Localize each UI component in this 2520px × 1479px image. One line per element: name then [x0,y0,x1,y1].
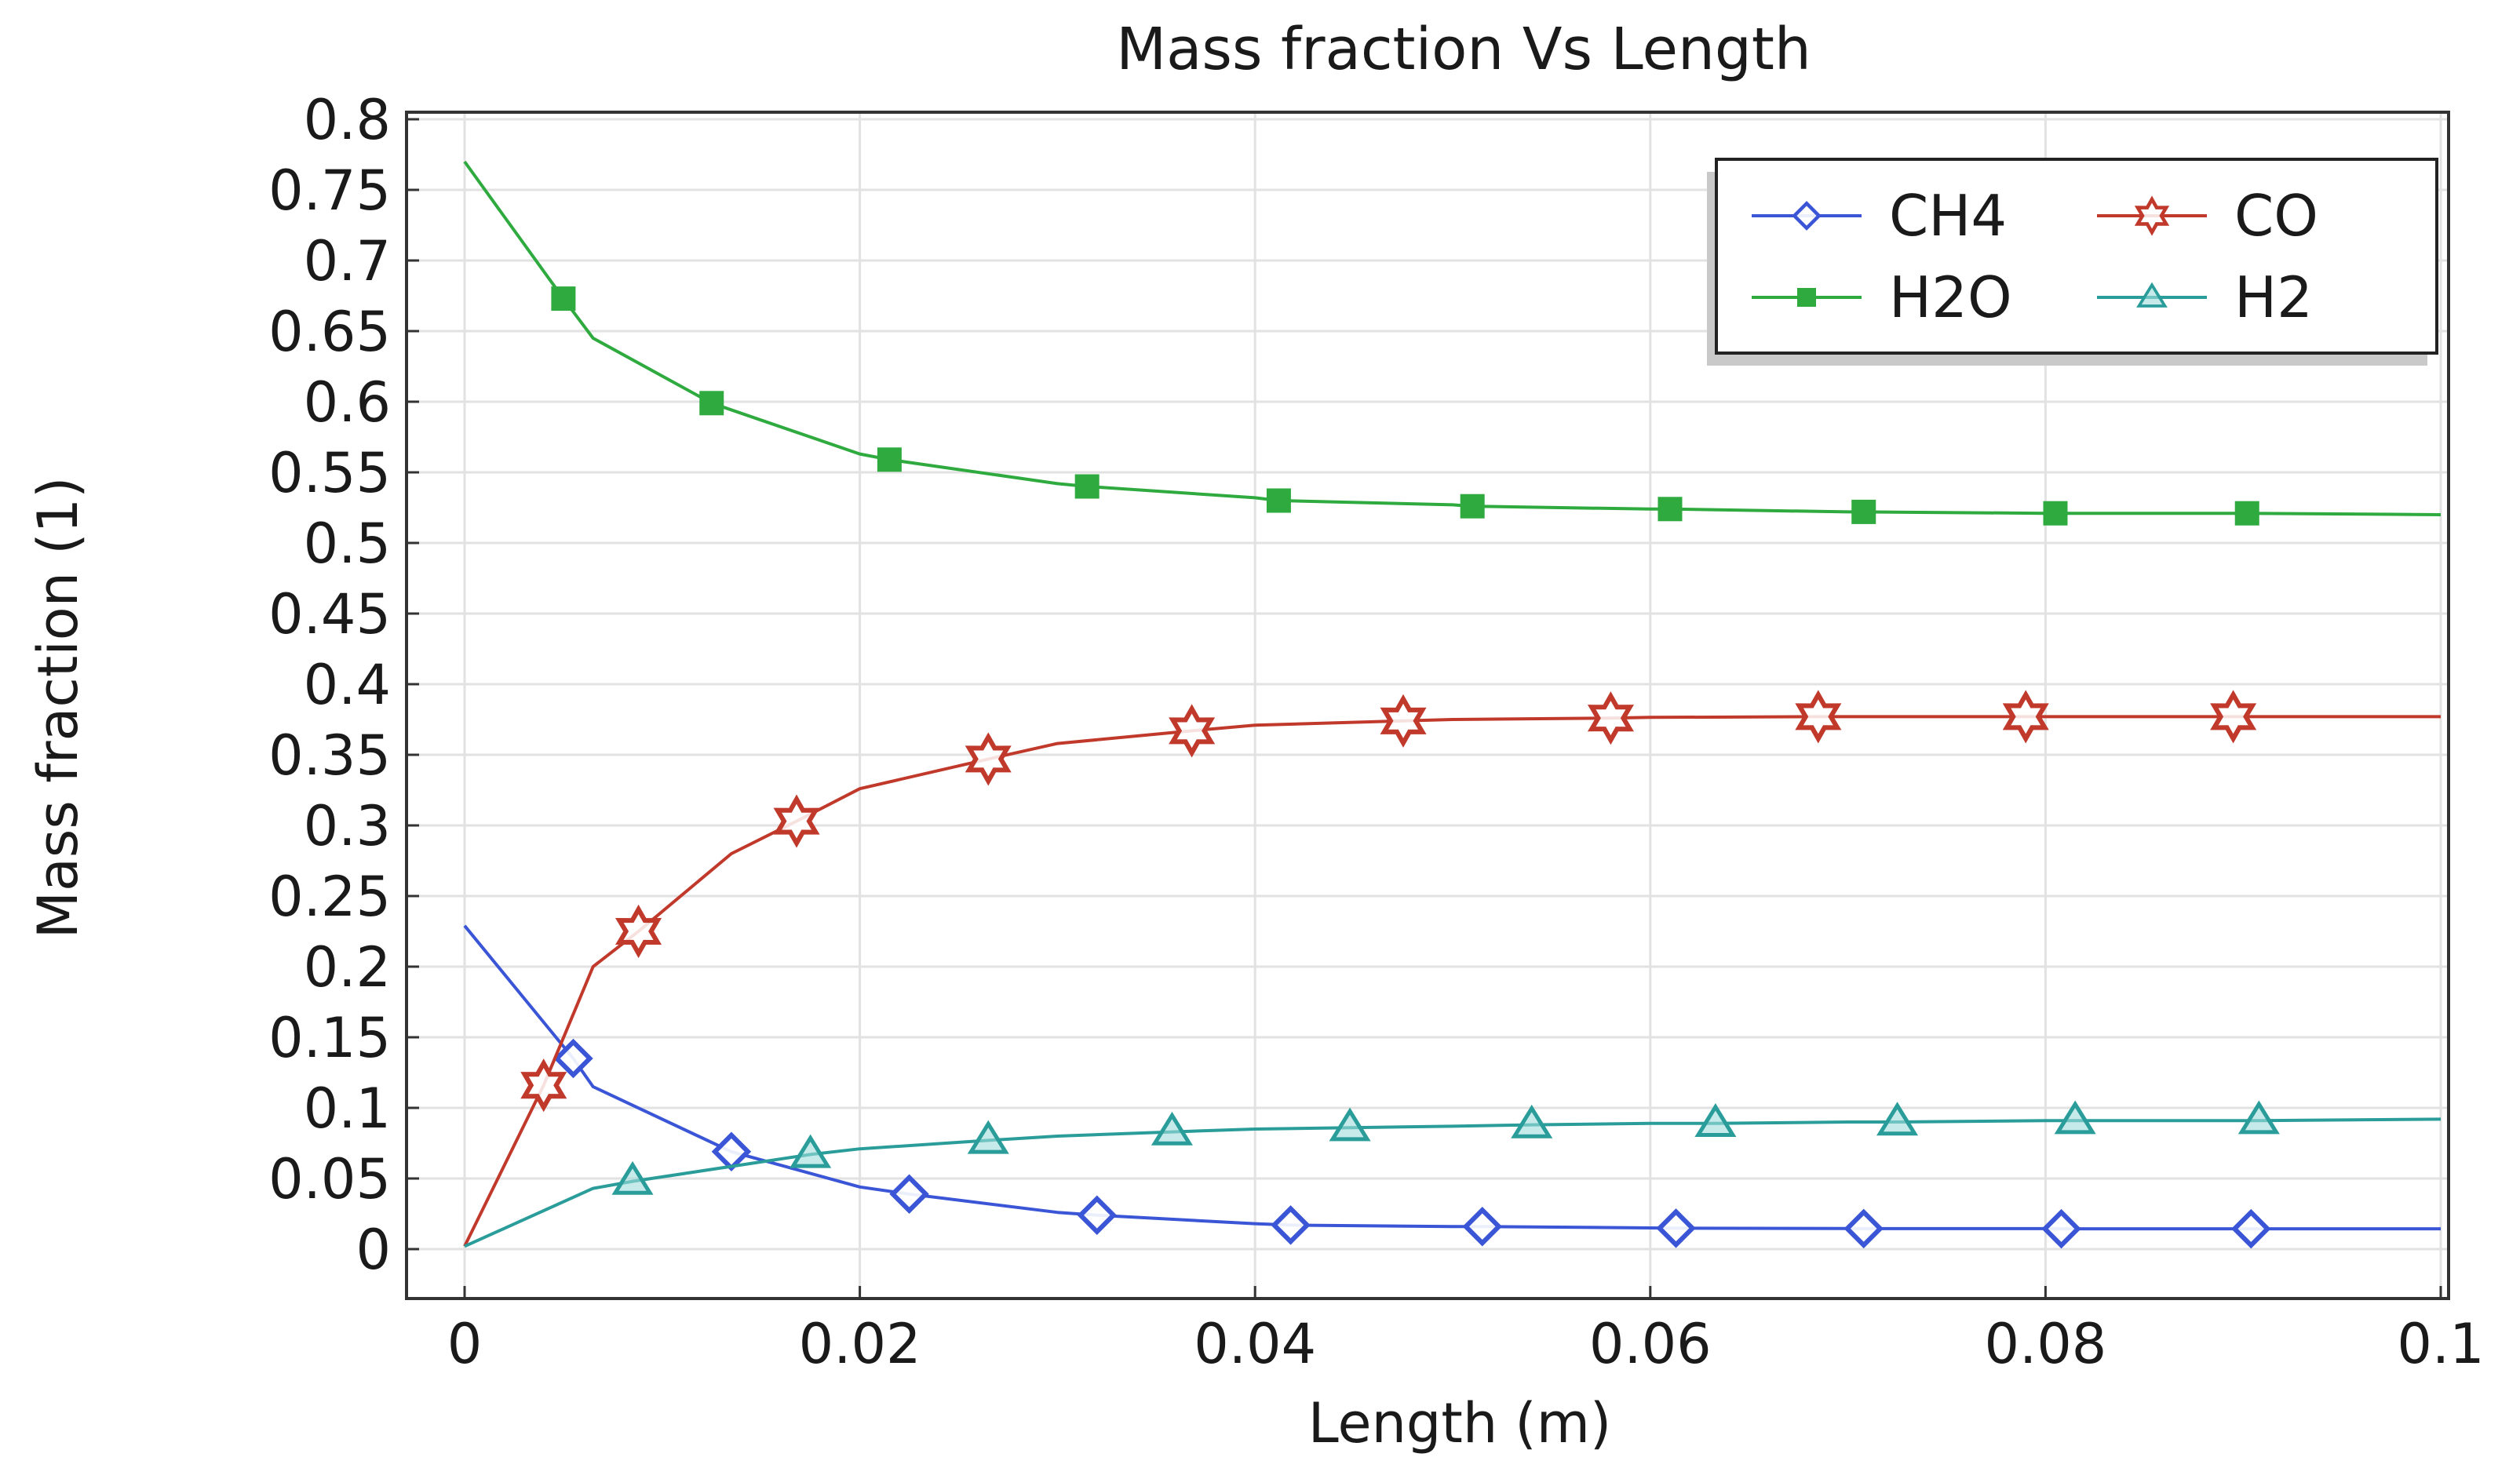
data-point-ch4 [553,1038,593,1079]
legend-entry-h2: H2 [2097,264,2313,330]
data-point-h2o [551,286,576,311]
x-tick-label: 0.08 [1984,1312,2106,1376]
data-point-co [1380,694,1427,748]
x-tick-label: 0.1 [2397,1312,2484,1376]
legend-label: H2 [2234,264,2313,330]
data-point-h2o [1658,497,1683,522]
data-point-co [520,1058,567,1113]
legend-marker-ch4 [1792,201,1822,231]
y-tick-label: 0.25 [268,865,391,929]
y-tick-label: 0.7 [304,229,391,293]
data-point-h2 [1151,1111,1193,1146]
x-tick-label: 0 [447,1312,483,1376]
y-tick-label: 0.2 [304,935,391,1000]
data-point-h2o [1074,474,1100,499]
legend-marker-h2o [1797,288,1816,307]
series-co [463,690,2441,1248]
y-tick-label: 0.4 [304,653,391,717]
data-point-ch4 [1656,1208,1696,1248]
x-tick-label: 0.04 [1194,1312,1316,1376]
y-tick-label: 0 [356,1218,391,1282]
legend-label: CH4 [1889,183,2007,249]
data-point-h2o [1460,494,1485,519]
data-point-co [773,794,820,848]
plot-area-frame [405,111,2450,1300]
y-tick-label: 0.1 [304,1076,391,1141]
data-point-co [965,732,1012,786]
y-tick-label: 0.6 [304,370,391,435]
data-point-h2o [1266,488,1291,513]
y-tick-label: 0.55 [268,441,391,505]
data-point-ch4 [2231,1208,2271,1249]
y-tick-label: 0.3 [304,794,391,858]
series-h2o [463,160,2442,526]
series-line-co [463,715,2441,1248]
data-point-ch4 [1271,1205,1311,1245]
legend-marker-co [2134,195,2170,236]
x-tick-label: 0.02 [799,1312,921,1376]
data-point-h2 [2237,1100,2280,1135]
series-h2 [464,1100,2442,1248]
data-point-h2 [611,1160,654,1195]
data-point-ch4 [1077,1195,1118,1236]
y-tick-label: 0.05 [268,1147,391,1211]
y-tick-label: 0.45 [268,582,391,647]
data-point-co [1587,691,1634,745]
data-point-co [1795,690,1842,744]
data-point-h2 [1876,1102,1919,1136]
x-axis-title: Length (m) [1308,1391,1612,1455]
data-point-h2 [2054,1100,2096,1135]
series-layer [463,160,2442,1249]
series-ch4 [463,924,2441,1249]
legend-label: CO [2234,183,2318,249]
legend-label: H2O [1889,264,2012,330]
data-point-co [2002,690,2049,744]
data-point-h2 [1329,1107,1371,1142]
y-tick-label: 0.75 [268,158,391,223]
data-point-h2o [2234,501,2259,526]
y-tick-label: 0.65 [268,300,391,364]
y-tick-label: 0.35 [268,723,391,788]
y-axis-title: Mass fraction (1) [26,477,90,939]
data-point-ch4 [889,1174,929,1215]
tick-layer: 00.050.10.150.20.250.30.350.40.450.50.55… [268,88,2485,1376]
data-point-h2 [1511,1104,1553,1138]
data-point-ch4 [2041,1208,2081,1249]
legend-marker-h2 [2136,282,2168,308]
data-point-h2o [699,391,724,416]
data-point-h2 [1694,1103,1737,1137]
data-point-ch4 [1462,1206,1503,1247]
data-point-h2o [1851,499,1876,524]
data-point-ch4 [711,1131,752,1172]
legend-entry-ch4: CH4 [1752,183,2007,249]
legend-entry-co: CO [2097,183,2318,249]
y-tick-label: 0.5 [304,512,391,576]
data-point-h2 [967,1120,1009,1154]
data-point-h2o [2043,501,2068,526]
data-point-h2o [877,447,902,472]
x-tick-label: 0.06 [1589,1312,1712,1376]
y-tick-label: 0.8 [304,88,391,152]
data-point-ch4 [1844,1208,1884,1249]
legend-box [1715,158,2438,355]
data-point-co [1169,704,1216,758]
legend: CH4 CO H2O H2 [1707,158,2438,366]
legend-entry-h2o: H2O [1752,264,2012,330]
data-point-co [615,904,662,959]
data-point-h2 [790,1134,832,1168]
data-point-co [2210,690,2257,744]
y-tick-label: 0.15 [268,1006,391,1070]
chart-title: Mass fraction Vs Length [1116,16,1811,83]
